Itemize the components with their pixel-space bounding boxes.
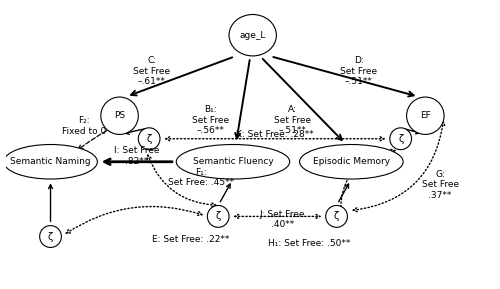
Ellipse shape [326,205,347,227]
Text: B₁:
Set Free
–.56**: B₁: Set Free –.56** [192,105,230,135]
Text: ζ: ζ [334,211,339,221]
Ellipse shape [40,226,62,247]
Ellipse shape [4,144,98,179]
Text: K: Set Free: .28**: K: Set Free: .28** [236,130,314,139]
Ellipse shape [138,128,160,150]
Text: D:
Set Free
–.51**: D: Set Free –.51** [340,56,378,86]
Text: ζ: ζ [216,211,221,221]
Text: E: Set Free: .22**: E: Set Free: .22** [152,235,230,244]
Text: H₁: Set Free: .50**: H₁: Set Free: .50** [268,239,350,248]
Text: G:
Set Free
.37**: G: Set Free .37** [422,170,459,200]
Ellipse shape [390,128,411,150]
Text: Episodic Memory: Episodic Memory [313,157,390,166]
Text: Semantic Fluency: Semantic Fluency [192,157,274,166]
Ellipse shape [406,97,444,134]
Text: A:
Set Free
–.51**: A: Set Free –.51** [274,105,310,135]
Text: ζ: ζ [146,134,152,144]
Text: age_L: age_L [240,31,266,40]
Text: F₁:
Set Free: .45**: F₁: Set Free: .45** [168,168,234,187]
Text: ζ: ζ [48,231,53,242]
Ellipse shape [176,144,290,179]
Text: Semantic Naming: Semantic Naming [10,157,91,166]
Ellipse shape [101,97,138,134]
Text: J: Set Free
.40**: J: Set Free .40** [260,210,305,229]
Ellipse shape [229,14,276,56]
Ellipse shape [208,205,229,227]
Text: C:
Set Free
–.61**: C: Set Free –.61** [133,56,170,86]
Text: I: Set Free
.82**: I: Set Free .82** [114,146,160,166]
Ellipse shape [300,144,403,179]
Text: ζ: ζ [398,134,404,144]
Text: F₂:
Fixed to 0: F₂: Fixed to 0 [62,116,106,136]
Text: PS: PS [114,111,125,120]
Text: EF: EF [420,111,430,120]
